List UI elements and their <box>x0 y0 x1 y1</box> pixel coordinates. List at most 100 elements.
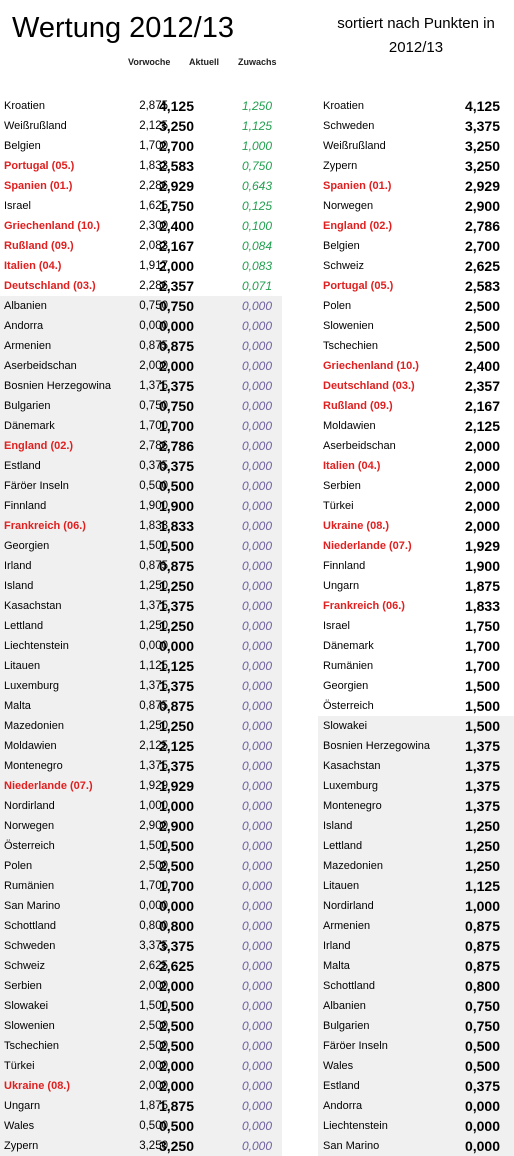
table-row: Ungarn 1,875 <box>318 576 514 596</box>
table-row: Rußland (09.) 2,167 <box>318 396 514 416</box>
country-name: Lettland <box>323 840 363 852</box>
table-row: Malta 0,875 0,875 0,000 <box>0 696 282 716</box>
country-name: Rußland (09.) <box>323 400 393 412</box>
vorwoche-value: 1,250 <box>139 720 168 732</box>
zuwachs-value: 0,000 <box>241 739 272 753</box>
aktuell-value: 1,375 <box>158 598 194 614</box>
country-name: Ukraine (08.) <box>4 1080 71 1092</box>
points-value: 2,786 <box>464 218 500 234</box>
zuwachs-value: 0,000 <box>241 619 272 633</box>
vorwoche-value: 1,875 <box>139 1100 168 1112</box>
table-row: Türkei 2,000 <box>318 496 514 516</box>
aktuell-value: 1,000 <box>158 798 194 814</box>
zuwachs-value: 0,000 <box>241 359 272 373</box>
country-name: Irland <box>323 940 351 952</box>
zuwachs-value: 0,000 <box>241 1099 272 1113</box>
country-name: Italien (04.) <box>323 460 381 472</box>
aktuell-value: 0,875 <box>158 338 194 354</box>
aktuell-value: 2,167 <box>158 238 194 254</box>
table-row: Island 1,250 1,250 0,000 <box>0 576 282 596</box>
points-value: 1,250 <box>464 818 500 834</box>
vorwoche-value: 1,500 <box>139 1000 168 1012</box>
vorwoche-value: 3,375 <box>139 940 168 952</box>
table-row: Irland 0,875 <box>318 936 514 956</box>
country-name: Slowakei <box>4 1000 49 1012</box>
table-row: Rumänien 1,700 1,700 0,000 <box>0 876 282 896</box>
points-value: 3,250 <box>464 138 500 154</box>
aktuell-value: 1,700 <box>158 878 194 894</box>
table-row: Ungarn 1,875 1,875 0,000 <box>0 1096 282 1116</box>
aktuell-value: 2,700 <box>158 138 194 154</box>
aktuell-value: 0,000 <box>158 318 194 334</box>
table-row: Montenegro 1,375 1,375 0,000 <box>0 756 282 776</box>
table-row: Georgien 1,500 1,500 0,000 <box>0 536 282 556</box>
country-name: Albanien <box>323 1000 366 1012</box>
vorwoche-value: 1,375 <box>139 600 168 612</box>
country-name: Schweiz <box>4 960 45 972</box>
zuwachs-value: 0,000 <box>241 459 272 473</box>
zuwachs-value: 0,000 <box>241 839 272 853</box>
table-row: Israel 1,625 1,750 0,125 <box>0 196 282 216</box>
vorwoche-value: 2,500 <box>139 1040 168 1052</box>
points-value: 0,000 <box>464 1138 500 1154</box>
table-row: Georgien 1,500 <box>318 676 514 696</box>
zuwachs-value: 0,000 <box>241 879 272 893</box>
country-name: Liechtenstein <box>4 640 69 652</box>
header-zuwachs: Zuwachs <box>238 57 277 67</box>
table-row: Kasachstan 1,375 <box>318 756 514 776</box>
aktuell-value: 2,929 <box>158 178 194 194</box>
vorwoche-value: 2,286 <box>139 280 168 292</box>
table-row: Wales 0,500 <box>318 1056 514 1076</box>
zuwachs-value: 0,000 <box>241 419 272 433</box>
table-row: Rußland (09.) 2,083 2,167 0,084 <box>0 236 282 256</box>
country-name: Slowenien <box>4 1020 55 1032</box>
vorwoche-value: 1,375 <box>139 680 168 692</box>
zuwachs-value: 0,000 <box>241 539 272 553</box>
points-value: 2,000 <box>464 438 500 454</box>
aktuell-value: 0,875 <box>158 698 194 714</box>
zuwachs-value: 0,000 <box>241 559 272 573</box>
zuwachs-value: 0,000 <box>241 579 272 593</box>
country-name: Moldawien <box>323 420 376 432</box>
zuwachs-value: 0,125 <box>241 199 272 213</box>
points-value: 2,000 <box>464 478 500 494</box>
table-row: Lettland 1,250 <box>318 836 514 856</box>
aktuell-value: 1,900 <box>158 498 194 514</box>
points-value: 2,357 <box>464 378 500 394</box>
points-value: 0,875 <box>464 938 500 954</box>
country-name: Finnland <box>323 560 366 572</box>
points-value: 0,000 <box>464 1118 500 1134</box>
table-row: Schottland 0,800 0,800 0,000 <box>0 916 282 936</box>
table-row: Finnland 1,900 1,900 0,000 <box>0 496 282 516</box>
table-row: Färöer Inseln 0,500 <box>318 1036 514 1056</box>
aktuell-value: 0,000 <box>158 638 194 654</box>
vorwoche-value: 2,000 <box>139 1060 168 1072</box>
points-value: 1,125 <box>464 878 500 894</box>
vorwoche-value: 0,750 <box>139 300 168 312</box>
ranking-table-sorted: Kroatien 4,125 Schweden 3,375 Weißrußland 3,2… <box>318 96 514 1156</box>
table-row: Serbien 2,000 2,000 0,000 <box>0 976 282 996</box>
zuwachs-value: 1,125 <box>241 119 272 133</box>
vorwoche-value: 1,900 <box>139 500 168 512</box>
country-name: Estland <box>323 1080 360 1092</box>
vorwoche-value: 2,125 <box>139 120 168 132</box>
country-name: Rumänien <box>323 660 374 672</box>
vorwoche-value: 1,500 <box>139 540 168 552</box>
points-value: 1,250 <box>464 838 500 854</box>
country-name: Israel <box>4 200 31 212</box>
zuwachs-value: 0,000 <box>241 599 272 613</box>
country-name: Aserbeidschan <box>323 440 396 452</box>
vorwoche-value: 1,917 <box>139 260 168 272</box>
country-name: Luxemburg <box>4 680 60 692</box>
country-name: Slowenien <box>323 320 374 332</box>
points-value: 2,000 <box>464 498 500 514</box>
aktuell-value: 0,000 <box>158 898 194 914</box>
table-row: Nordirland 1,000 1,000 0,000 <box>0 796 282 816</box>
table-row: Irland 0,875 0,875 0,000 <box>0 556 282 576</box>
table-row: Griechenland (10.) 2,300 2,400 0,100 <box>0 216 282 236</box>
zuwachs-value: 0,000 <box>241 819 272 833</box>
aktuell-value: 2,583 <box>158 158 194 174</box>
country-name: Österreich <box>4 840 55 852</box>
country-name: Norwegen <box>323 200 374 212</box>
country-name: Türkei <box>323 500 354 512</box>
